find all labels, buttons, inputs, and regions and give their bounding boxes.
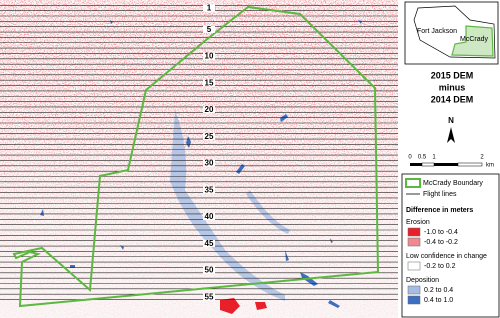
north-label: N (448, 116, 454, 125)
flight-line-label: 55 (205, 292, 214, 301)
flight-line-label: 25 (205, 132, 214, 141)
label-backdrop (203, 4, 215, 12)
legend-label: -0.4 to -0.2 (424, 239, 458, 246)
legend-label: 0.2 to 0.4 (424, 287, 453, 294)
deposition-light (170, 110, 290, 301)
label-backdrop (203, 79, 215, 87)
erosion-patch (220, 298, 267, 314)
label-backdrop (203, 186, 215, 194)
legend-swatch (405, 178, 421, 188)
flight-line-label: 40 (205, 212, 214, 221)
label-backdrop (203, 52, 215, 60)
flight-line-label: 35 (205, 185, 214, 194)
flight-line-label: 15 (205, 78, 214, 87)
flight-line-label: 20 (205, 105, 214, 114)
flight-line-label: 45 (205, 239, 214, 248)
inset-label: McCrady (460, 36, 489, 43)
scale-unit: km (486, 163, 494, 169)
flight-line-label: 5 (207, 25, 212, 34)
label-backdrop (203, 239, 215, 247)
scale-bar (410, 162, 483, 167)
mccrady-inset (451, 25, 494, 57)
north-arrow (447, 127, 455, 143)
flight-line-label: 1 (207, 3, 212, 12)
label-backdrop (203, 132, 215, 140)
flight-line-label: 30 (205, 159, 214, 168)
legend-label: 0.4 to 1.0 (424, 297, 453, 304)
legend-group-title: Low confidence in change (406, 253, 487, 260)
elevation-change-raster (0, 0, 398, 318)
scale-tick: 1 (432, 155, 436, 161)
label-backdrop (203, 25, 215, 33)
legend-group-title: Deposition (406, 277, 439, 284)
legend-heading: Difference in meters (406, 207, 473, 214)
flight-lines (0, 5, 398, 300)
label-backdrop (203, 266, 215, 274)
label-backdrop (203, 159, 215, 167)
title-line: minus (439, 82, 466, 92)
legend-swatch (407, 295, 421, 305)
legend-label: -1.0 to -0.4 (424, 229, 458, 236)
label-backdrop (203, 293, 215, 301)
title-line: 2015 DEM (431, 70, 474, 80)
scale-tick: 0 (408, 155, 412, 161)
legend-label: Flight lines (423, 191, 457, 198)
label-backdrop (203, 106, 215, 114)
legend-label: McCrady Boundary (423, 180, 483, 187)
label-backdrop (203, 213, 215, 221)
legend-swatch (407, 237, 421, 247)
legend-swatch (407, 285, 421, 295)
legend-group-title: Erosion (406, 219, 430, 226)
legend-swatch (407, 227, 421, 237)
scale-tick: 0.5 (418, 155, 427, 161)
flight-line-label: 10 (205, 52, 214, 61)
inset-label: Fort Jackson (417, 28, 457, 35)
legend-label: -0.2 to 0.2 (424, 263, 456, 270)
mccrady-boundary (12, 5, 380, 308)
title-line: 2014 DEM (431, 94, 474, 104)
legend-swatch (407, 261, 421, 271)
flight-line-label: 50 (205, 266, 214, 275)
scale-tick: 2 (480, 155, 484, 161)
